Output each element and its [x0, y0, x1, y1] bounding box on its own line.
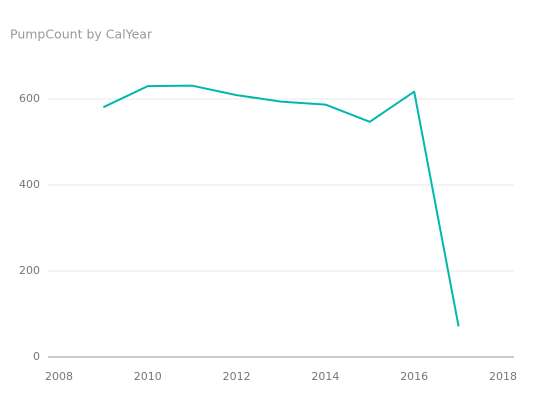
x-tick-label: 2010: [134, 370, 162, 383]
y-tick-label: 200: [19, 264, 40, 277]
x-tick-label: 2012: [223, 370, 251, 383]
x-tick-label: 2008: [45, 370, 73, 383]
x-tick-label: 2014: [311, 370, 339, 383]
x-tick-label: 2016: [400, 370, 428, 383]
x-tick-label: 2018: [489, 370, 517, 383]
chart-title: PumpCount by CalYear: [10, 27, 153, 42]
y-tick-label: 0: [33, 350, 40, 363]
y-tick-label: 400: [19, 178, 40, 191]
line: [102, 84, 460, 327]
y-tick-label: 600: [19, 92, 40, 105]
